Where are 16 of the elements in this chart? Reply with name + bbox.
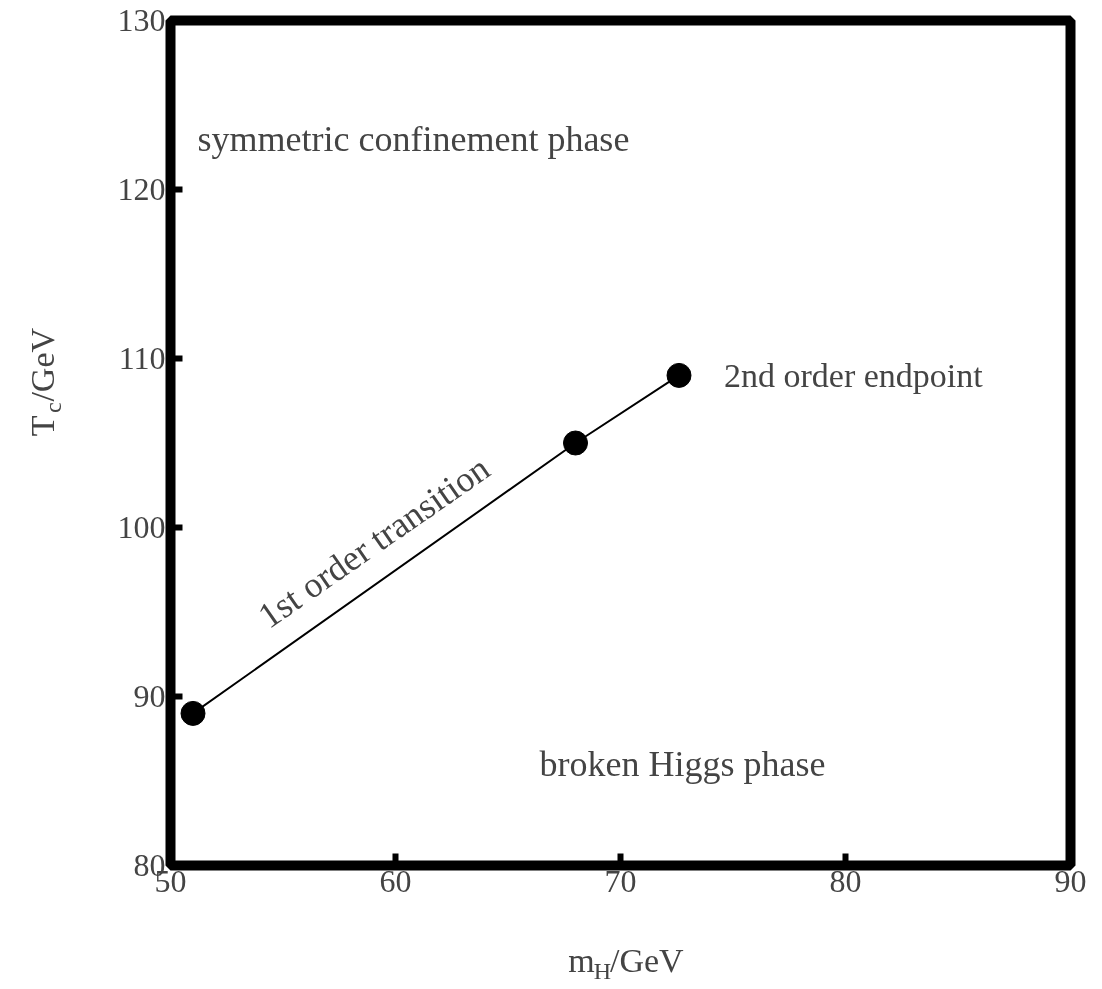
- annotation: 2nd order endpoint: [724, 356, 984, 394]
- y-tick-label: 120: [117, 171, 166, 207]
- x-tick-label: 60: [379, 862, 412, 899]
- y-axis-title: Tc/GeV: [24, 327, 66, 437]
- x-tick-label: 90: [1054, 862, 1087, 899]
- annotation: symmetric confinement phase: [197, 118, 630, 159]
- y-tick-label: 100: [117, 509, 166, 545]
- y-tick-label: 130: [117, 2, 166, 38]
- x-tick-label: 70: [604, 862, 637, 899]
- y-tick-label: 90: [133, 678, 166, 714]
- point: [666, 362, 692, 388]
- y-tick-label: 110: [118, 340, 166, 376]
- point: [180, 700, 206, 726]
- point: [563, 430, 588, 456]
- x-tick-label: 80: [829, 862, 862, 899]
- annotation: broken Higgs phase: [539, 744, 826, 785]
